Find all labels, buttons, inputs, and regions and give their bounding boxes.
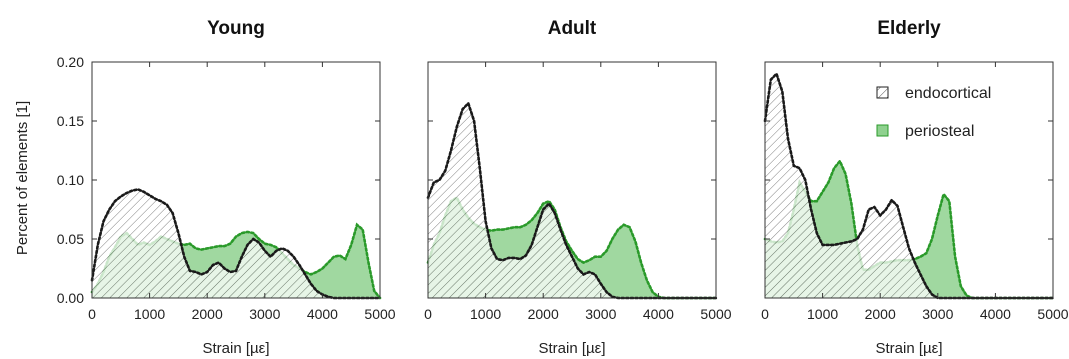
x-axis-label-young: Strain [µε] (202, 340, 269, 357)
legend-swatch-periosteal (876, 124, 889, 137)
panel-title-young: Young (207, 18, 265, 39)
x-tick-label-elderly: 3000 (922, 306, 953, 322)
x-tick-label-young: 1000 (134, 306, 165, 322)
x-tick-label-adult: 5000 (700, 306, 731, 322)
y-tick-label: 0.10 (57, 172, 84, 188)
x-tick-label-young: 4000 (307, 306, 338, 322)
x-tick-label-young: 0 (88, 306, 96, 322)
x-tick-label-adult: 4000 (643, 306, 674, 322)
panels: Young 0 1000 2000 3000 4000 5000 0.00 0.05 0.10 0.… (57, 18, 1069, 357)
x-axis-label-elderly: Strain [µε] (875, 340, 942, 357)
legend-label-endocortical: endocortical (905, 85, 991, 102)
x-tick-label-young: 2000 (192, 306, 223, 322)
legend: endocortical periosteal (876, 85, 991, 140)
x-tick-label-elderly: 5000 (1037, 306, 1068, 322)
legend-swatch-endocortical (876, 86, 889, 99)
x-axis-label-adult: Strain [µε] (538, 340, 605, 357)
panel-title-adult: Adult (548, 18, 597, 39)
panel-elderly: Elderly 0 1000 2000 3000 4000 5000 Strain [µε] (761, 18, 1069, 357)
x-tick-label-elderly: 0 (761, 306, 769, 322)
panel-young: Young 0 1000 2000 3000 4000 5000 0.00 0.05 0.10 0.… (57, 18, 396, 357)
x-tick-label-adult: 2000 (528, 306, 559, 322)
x-tick-label-young: 5000 (364, 306, 395, 322)
y-tick-label: 0.05 (57, 231, 84, 247)
y-tick-label: 0.20 (57, 54, 84, 70)
x-tick-label-elderly: 4000 (980, 306, 1011, 322)
area-endocortical-young (92, 189, 380, 298)
area-endocortical-elderly (765, 73, 1053, 298)
y-tick-label: 0.15 (57, 113, 84, 129)
y-axis-label: Percent of elements [1] (14, 101, 31, 255)
x-tick-label-adult: 3000 (585, 306, 616, 322)
x-tick-label-elderly: 2000 (865, 306, 896, 322)
panel-title-elderly: Elderly (877, 18, 941, 39)
x-tick-label-adult: 1000 (470, 306, 501, 322)
area-endocortical-adult (428, 103, 716, 298)
x-tick-label-elderly: 1000 (807, 306, 838, 322)
x-tick-label-adult: 0 (424, 306, 432, 322)
panel-adult: Adult 0 1000 2000 3000 4000 5000 Strain [µε] (424, 18, 732, 357)
legend-label-periosteal: periosteal (905, 123, 974, 140)
y-tick-label: 0.00 (57, 290, 84, 306)
x-tick-label-young: 3000 (249, 306, 280, 322)
